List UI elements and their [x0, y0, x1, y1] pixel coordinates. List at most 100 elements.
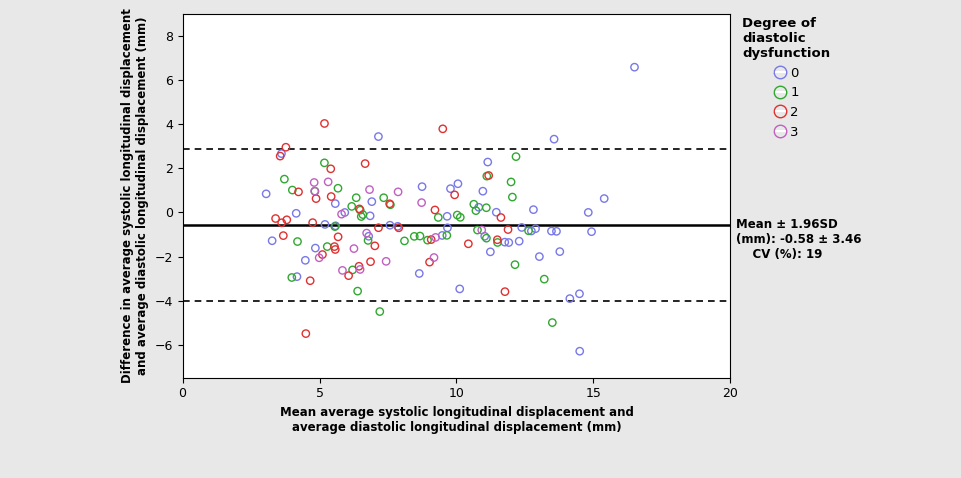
1 [412, 232, 428, 240]
1 [431, 214, 446, 221]
1 [284, 186, 300, 194]
0 [259, 190, 274, 198]
0 [364, 198, 380, 206]
0 [328, 222, 343, 229]
Y-axis label: Difference in average systolic longitudinal displacement
and average diastolic l: Difference in average systolic longitudi… [121, 9, 149, 383]
2 [328, 246, 343, 253]
1 [372, 308, 387, 315]
0 [382, 221, 398, 229]
0 [526, 206, 541, 214]
0 [531, 253, 547, 261]
0 [361, 232, 377, 240]
0 [439, 213, 455, 220]
1 [356, 211, 371, 218]
0 [544, 227, 559, 235]
1 [353, 206, 368, 214]
1 [536, 275, 552, 283]
2 [357, 160, 373, 167]
2 [447, 191, 462, 199]
1 [521, 227, 536, 235]
3 [362, 186, 378, 194]
1 [505, 193, 520, 201]
0 [414, 183, 430, 190]
3 [320, 178, 335, 185]
0 [580, 208, 596, 216]
1 [360, 237, 376, 244]
1 [349, 194, 364, 202]
1 [407, 233, 422, 240]
0 [274, 150, 289, 157]
1 [479, 204, 494, 212]
2 [490, 236, 505, 244]
2 [291, 188, 307, 196]
0 [572, 290, 587, 298]
0 [501, 239, 516, 246]
0 [562, 295, 578, 303]
0 [627, 64, 642, 71]
2 [317, 120, 333, 127]
2 [308, 195, 324, 202]
2 [352, 262, 367, 270]
1 [439, 231, 455, 239]
0 [264, 237, 280, 245]
2 [273, 152, 288, 160]
1 [284, 274, 300, 282]
0 [443, 185, 458, 193]
3 [428, 234, 443, 241]
2 [303, 277, 318, 284]
2 [493, 214, 508, 221]
0 [440, 224, 456, 232]
3 [353, 266, 368, 273]
0 [547, 135, 562, 143]
0 [514, 224, 530, 231]
1 [508, 153, 524, 161]
1 [354, 213, 369, 220]
0 [572, 348, 587, 355]
1 [344, 203, 359, 210]
2 [305, 219, 320, 227]
2 [382, 200, 397, 207]
0 [480, 158, 496, 166]
1 [397, 237, 412, 245]
0 [584, 228, 600, 236]
2 [268, 215, 283, 222]
0 [362, 212, 378, 220]
2 [428, 206, 443, 214]
2 [367, 242, 382, 250]
1 [317, 159, 333, 167]
1 [468, 207, 483, 215]
2 [298, 330, 313, 337]
1 [345, 266, 360, 274]
2 [424, 236, 439, 243]
0 [328, 200, 343, 207]
2 [501, 226, 516, 233]
2 [422, 258, 437, 266]
0 [434, 232, 450, 239]
0 [317, 220, 333, 228]
3 [379, 258, 394, 265]
Text: Mean ± 1.96SD
(mm): -0.58 ± 3.46
    CV (%): 19: Mean ± 1.96SD (mm): -0.58 ± 3.46 CV (%):… [736, 218, 861, 261]
1 [382, 201, 398, 208]
0 [511, 238, 527, 245]
0 [524, 227, 539, 235]
2 [341, 272, 357, 280]
3 [414, 199, 430, 206]
2 [276, 232, 291, 239]
2 [391, 224, 407, 232]
3 [359, 229, 375, 237]
1 [277, 175, 292, 183]
2 [315, 251, 331, 259]
0 [475, 187, 490, 195]
1 [507, 261, 523, 269]
0 [452, 285, 467, 293]
0 [451, 180, 466, 187]
Legend: 0, 1, 2, 3: 0, 1, 2, 3 [743, 17, 830, 139]
2 [435, 125, 451, 133]
1 [504, 178, 519, 186]
0 [288, 209, 304, 217]
3 [307, 179, 322, 186]
1 [350, 287, 365, 295]
1 [480, 172, 495, 180]
3 [333, 210, 349, 218]
2 [323, 165, 338, 173]
